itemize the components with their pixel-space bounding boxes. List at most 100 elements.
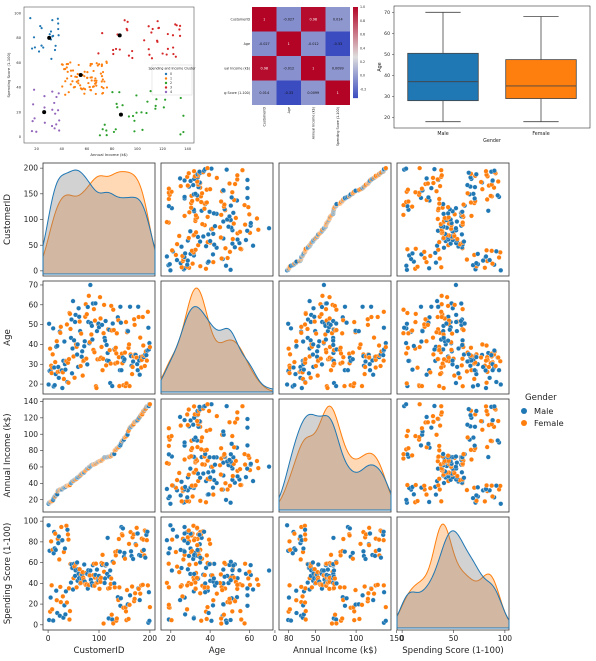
- point-female: [366, 355, 372, 360]
- point-male: [316, 338, 322, 344]
- point-male: [220, 601, 226, 607]
- box-body: [505, 59, 577, 99]
- y-tick-label: 0: [33, 620, 38, 629]
- point-male: [141, 547, 147, 553]
- cluster-point: [40, 44, 43, 47]
- point-female: [405, 445, 411, 451]
- point-male: [117, 549, 123, 555]
- point-male: [185, 540, 191, 546]
- point-female: [291, 531, 297, 537]
- point-female: [97, 294, 103, 300]
- y-axis-label: CustomerID: [3, 194, 13, 245]
- point-male: [381, 529, 387, 535]
- cluster-point: [50, 57, 53, 60]
- point-male: [70, 587, 76, 592]
- colorbar-tick-label: 0.8: [360, 19, 365, 23]
- cluster-point: [55, 123, 58, 126]
- point-male: [361, 548, 366, 554]
- point-female: [438, 365, 444, 371]
- point-male: [475, 251, 481, 257]
- point-male: [46, 617, 52, 623]
- point-female: [166, 602, 172, 608]
- point-female: [333, 307, 339, 313]
- point-female: [93, 561, 99, 567]
- heatmap-cell-label: -0.33: [284, 91, 293, 95]
- point-female: [67, 608, 73, 614]
- point-female: [179, 498, 185, 504]
- point-female: [237, 482, 243, 488]
- point-female: [460, 220, 466, 226]
- point-female: [469, 457, 474, 462]
- point-male: [333, 383, 339, 389]
- point-male: [164, 254, 170, 259]
- point-male: [56, 375, 62, 381]
- point-female: [140, 343, 146, 348]
- y-tick-label: 70: [28, 281, 38, 290]
- point-female: [437, 256, 443, 261]
- point-female: [303, 617, 309, 622]
- point-male: [62, 367, 68, 373]
- point-male: [145, 325, 151, 331]
- point-female: [214, 591, 220, 597]
- point-male: [59, 385, 65, 391]
- point-female: [409, 452, 415, 458]
- point-female: [193, 247, 199, 253]
- heatmap-cell-label: 1: [312, 66, 314, 70]
- cluster-point: [154, 107, 157, 110]
- cluster-point: [174, 55, 177, 58]
- point-male: [441, 335, 447, 341]
- point-male: [228, 267, 234, 273]
- point-male: [94, 328, 100, 334]
- correlation-heatmap: 1 -0.027 0.98 0.014 -0.027 1 -0.012 -0.33 0.98 -0…: [224, 5, 366, 146]
- cluster-legend-marker: [164, 86, 168, 89]
- cluster-point: [95, 84, 98, 87]
- point-female: [227, 596, 232, 602]
- point-female: [54, 597, 60, 603]
- point-male: [102, 580, 108, 586]
- point-female: [468, 345, 474, 351]
- point-female: [479, 341, 485, 347]
- cluster-point: [51, 108, 54, 111]
- point-male: [466, 351, 472, 357]
- point-male: [188, 418, 194, 423]
- point-male: [347, 525, 353, 531]
- point-female: [464, 257, 470, 263]
- point-male: [164, 537, 170, 543]
- point-female: [103, 362, 109, 368]
- point-female: [315, 373, 321, 379]
- point-male: [184, 262, 190, 268]
- point-male: [473, 171, 479, 177]
- point-female: [331, 361, 337, 367]
- point-male: [71, 337, 77, 343]
- point-male: [104, 561, 110, 567]
- point-female: [412, 189, 418, 195]
- x-axis-label: CustomerID: [74, 646, 125, 656]
- point-female: [488, 193, 494, 199]
- point-male: [207, 475, 213, 480]
- point-female: [192, 580, 198, 585]
- point-female: [197, 263, 203, 269]
- point-female: [322, 332, 328, 337]
- point-male: [480, 364, 486, 370]
- cluster-point: [118, 91, 121, 94]
- heatmap-cell: [301, 7, 326, 32]
- point-male: [328, 322, 334, 328]
- point-male: [431, 166, 437, 172]
- cluster-legend-title: Spending and Income Cluster: [148, 67, 196, 71]
- point-male: [142, 555, 148, 561]
- kde-female: [278, 405, 392, 511]
- point-female: [495, 418, 501, 424]
- point-female: [134, 525, 140, 531]
- point-male: [207, 238, 213, 244]
- point-female: [373, 365, 379, 371]
- point-male: [245, 195, 250, 201]
- point-female: [217, 462, 223, 468]
- point-female: [66, 585, 72, 591]
- cluster-point: [51, 19, 54, 22]
- point-female: [64, 322, 70, 327]
- point-female: [413, 311, 419, 317]
- point-female: [227, 181, 232, 186]
- point-male: [308, 337, 314, 343]
- cluster-point: [71, 80, 74, 83]
- cluster-point: [30, 47, 34, 50]
